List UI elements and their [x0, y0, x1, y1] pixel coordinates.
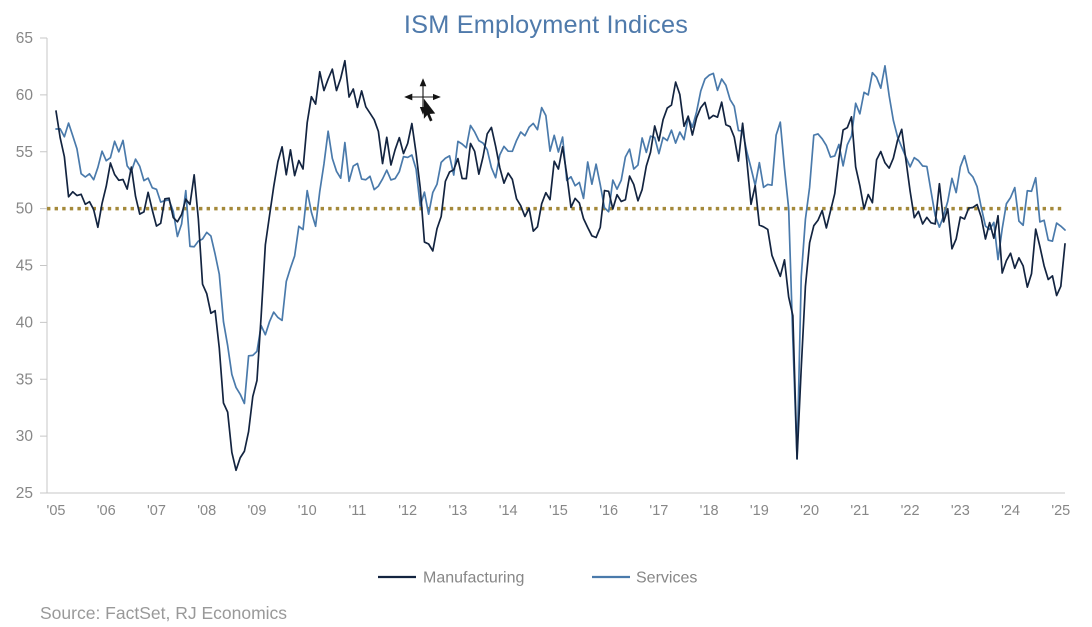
svg-text:Services: Services — [636, 570, 697, 587]
svg-text:Source: FactSet, RJ Economics: Source: FactSet, RJ Economics — [40, 603, 287, 623]
svg-text:'25: '25 — [1051, 503, 1070, 519]
svg-text:'21: '21 — [850, 503, 869, 519]
svg-text:45: 45 — [16, 258, 33, 275]
svg-text:'18: '18 — [700, 503, 719, 519]
svg-text:'20: '20 — [800, 503, 819, 519]
svg-text:60: 60 — [16, 87, 34, 104]
svg-text:'09: '09 — [248, 503, 267, 519]
svg-text:40: 40 — [16, 314, 34, 331]
svg-text:35: 35 — [16, 371, 33, 388]
svg-text:55: 55 — [16, 144, 33, 161]
svg-text:'16: '16 — [599, 503, 618, 519]
svg-text:'15: '15 — [549, 503, 568, 519]
svg-text:'07: '07 — [147, 503, 166, 519]
svg-text:Manufacturing: Manufacturing — [423, 570, 524, 587]
svg-text:25: 25 — [16, 485, 33, 502]
svg-text:'14: '14 — [499, 503, 518, 519]
svg-text:'19: '19 — [750, 503, 769, 519]
svg-text:50: 50 — [16, 201, 34, 218]
svg-text:65: 65 — [16, 30, 33, 47]
svg-text:'13: '13 — [448, 503, 467, 519]
svg-text:'22: '22 — [901, 503, 920, 519]
svg-text:30: 30 — [16, 428, 34, 445]
svg-text:'10: '10 — [298, 503, 317, 519]
svg-text:'23: '23 — [951, 503, 970, 519]
svg-text:'06: '06 — [97, 503, 116, 519]
svg-text:'12: '12 — [398, 503, 417, 519]
svg-text:'17: '17 — [649, 503, 668, 519]
svg-text:'05: '05 — [47, 503, 66, 519]
svg-text:'24: '24 — [1001, 503, 1020, 519]
svg-text:'08: '08 — [197, 503, 216, 519]
svg-text:'11: '11 — [349, 503, 367, 519]
